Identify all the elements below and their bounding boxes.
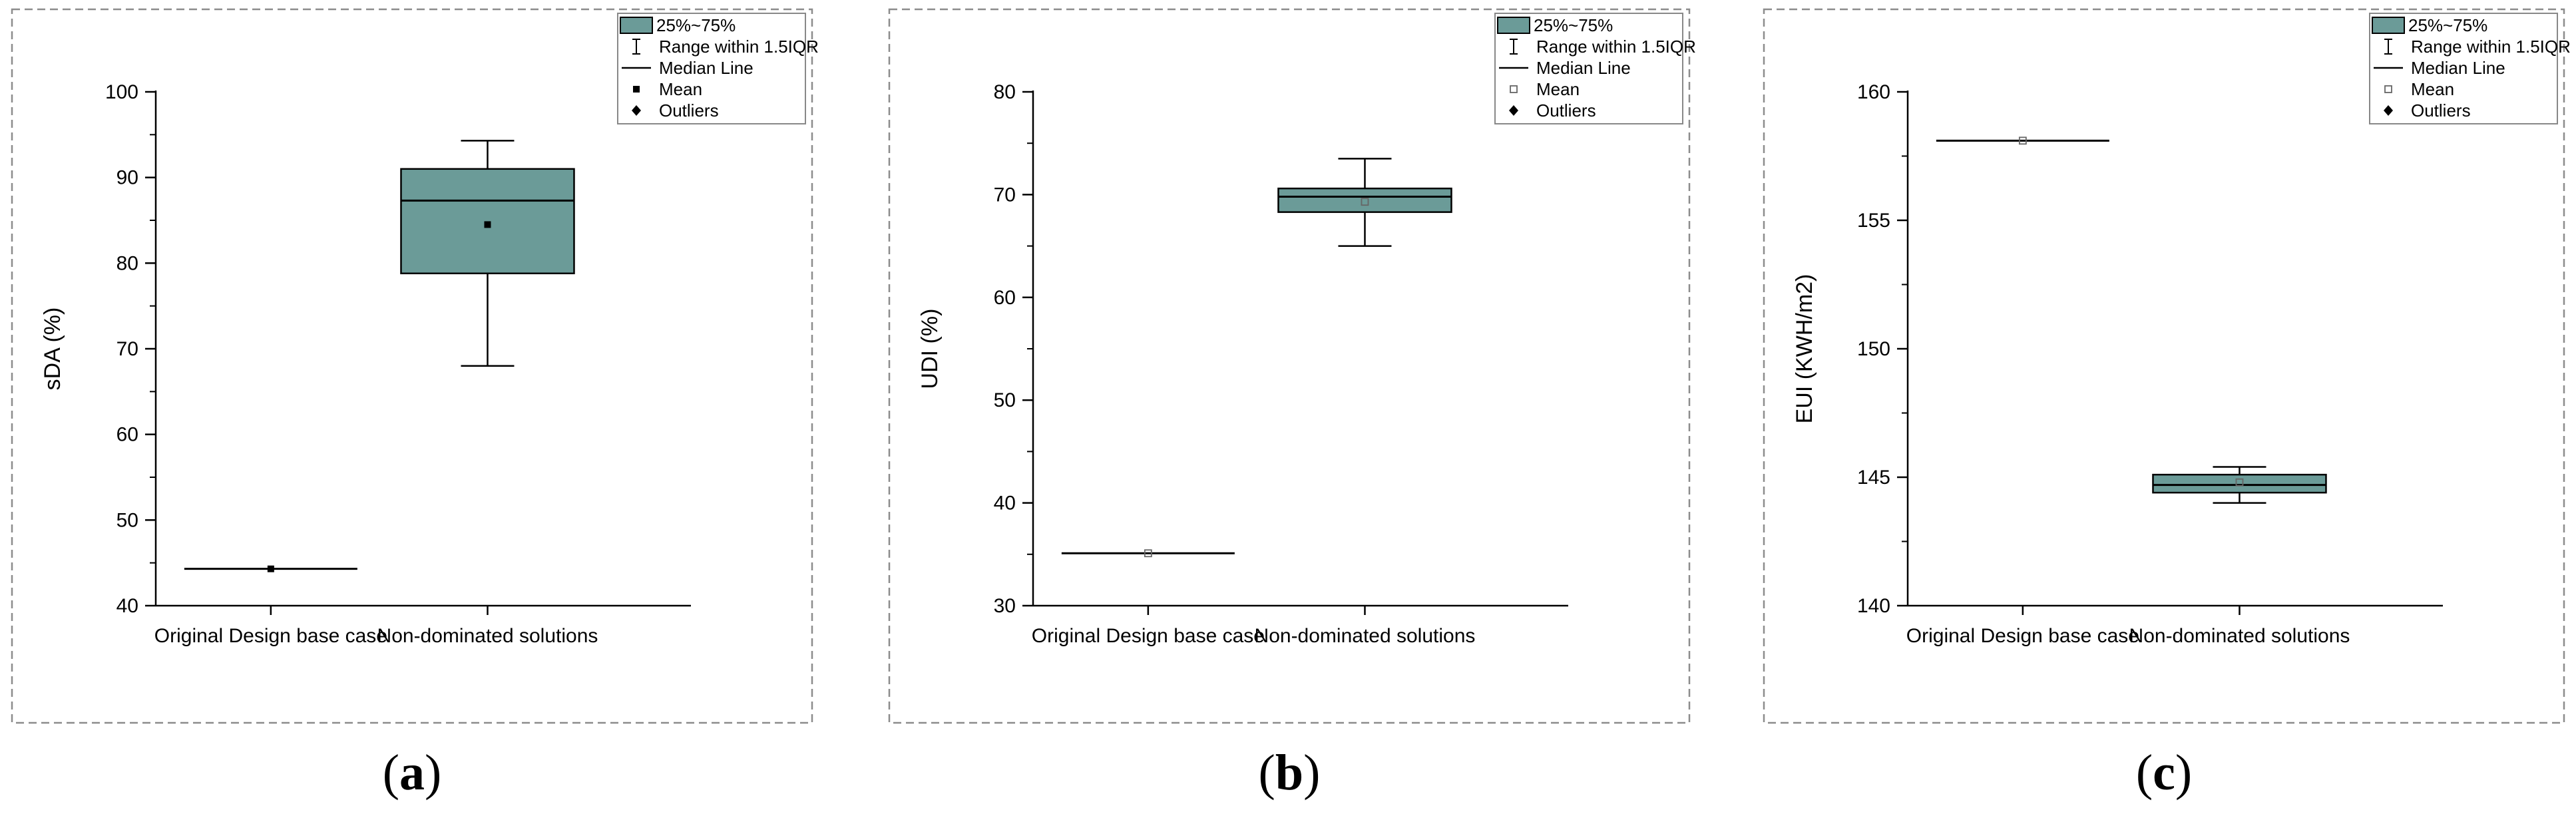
legend-entry-label: Range within 1.5IQR	[659, 37, 819, 57]
caption-paren-close: )	[425, 745, 441, 801]
y-tick-label: 145	[1857, 467, 1890, 489]
panel-frame	[11, 8, 813, 724]
iqr-box	[2152, 473, 2327, 494]
x-tick-label: Non-dominated solutions	[377, 625, 598, 647]
legend-entry-label: 25%~75%	[1534, 15, 1613, 35]
legend-entry-label: Range within 1.5IQR	[2411, 37, 2571, 57]
caption-letter: b	[1275, 745, 1303, 801]
y-tick-label: 40	[994, 493, 1016, 514]
legend-mean-swatch	[1510, 85, 1518, 93]
mean-marker	[2235, 478, 2244, 487]
y-tick-label: 50	[116, 509, 138, 531]
caption-letter: a	[399, 745, 425, 801]
y-tick-label: 100	[105, 81, 138, 103]
legend-box-swatch	[1497, 17, 1530, 34]
box-1	[400, 140, 575, 367]
legend-entry-label: 25%~75%	[656, 15, 736, 35]
x-tick-label: Original Design base case	[1032, 625, 1265, 647]
mean-marker	[2018, 136, 2027, 145]
box-0	[1061, 549, 1235, 558]
caption-paren-open: (	[1259, 745, 1275, 801]
y-tick-label: 60	[994, 287, 1016, 309]
y-tick-label: 70	[994, 184, 1016, 206]
caption-paren-open: (	[383, 745, 399, 801]
iqr-box	[400, 168, 575, 275]
y-tick-label: 40	[116, 595, 138, 617]
legend-entry-label: Range within 1.5IQR	[1536, 37, 1696, 57]
x-tick-label: Original Design base case	[154, 625, 387, 647]
caption-letter: c	[2153, 745, 2175, 801]
mean-marker	[267, 565, 274, 572]
panel-c: 140 145 150 155 160 EUI (KWH/m2) Original Desi…	[1763, 8, 2571, 801]
legend-entry-label: 25%~75%	[2408, 15, 2487, 35]
y-tick-label: 80	[116, 252, 138, 274]
caption-paren-close: )	[1303, 745, 1320, 801]
y-tick-label: 140	[1857, 595, 1890, 617]
y-axis-label: sDA (%)	[40, 307, 65, 391]
legend-entry-label: Mean	[659, 79, 702, 99]
legend-box-swatch	[620, 17, 653, 34]
legend-entry-label: Outliers	[2411, 101, 2471, 120]
panel-a: 40 50 60 70 80 90 100 sDA (%) Original Design ba…	[11, 8, 819, 801]
mean-marker	[484, 221, 491, 228]
panel-caption: (a)	[383, 745, 442, 801]
legend-entry-label: Outliers	[659, 101, 719, 120]
panel-frame	[888, 8, 1691, 724]
y-tick-label: 155	[1857, 210, 1890, 232]
x-tick-label: Non-dominated solutions	[2129, 625, 2350, 647]
iqr-box	[1277, 187, 1452, 213]
y-axis-label: UDI (%)	[917, 309, 943, 389]
box-0	[1936, 136, 2109, 145]
legend-outlier-swatch	[632, 105, 641, 116]
legend-mean-swatch	[633, 86, 640, 93]
box-1	[1277, 158, 1452, 247]
legend-entry-label: Median Line	[1536, 58, 1631, 78]
y-tick-label: 30	[994, 595, 1016, 617]
box-0	[184, 565, 357, 572]
y-tick-label: 50	[994, 389, 1016, 411]
box-1	[2152, 466, 2327, 504]
y-axis-label: EUI (KWH/m2)	[1792, 274, 1817, 424]
legend-entry-label: Median Line	[659, 58, 753, 78]
legend-mean-swatch	[2384, 85, 2392, 93]
panel-caption: (c)	[2136, 745, 2192, 801]
caption-paren-close: )	[2175, 745, 2192, 801]
legend-entry-label: Outliers	[1536, 101, 1596, 120]
y-tick-label: 80	[994, 81, 1016, 103]
panel-b: 30 40 50 60 70 80 UDI (%) Original Design base …	[888, 8, 1696, 801]
y-tick-label: 60	[116, 424, 138, 446]
legend-entry-label: Mean	[2411, 79, 2454, 99]
legend-entry-label: Mean	[1536, 79, 1580, 99]
legend-outlier-swatch	[1509, 105, 1518, 116]
legend-entry-label: Median Line	[2411, 58, 2505, 78]
mean-marker	[1144, 549, 1152, 558]
y-tick-label: 70	[116, 338, 138, 360]
legend-box-swatch	[2372, 17, 2405, 34]
x-tick-label: Original Design base case	[1906, 625, 2139, 647]
panel-caption: (b)	[1259, 745, 1321, 801]
y-tick-label: 90	[116, 167, 138, 189]
x-tick-label: Non-dominated solutions	[1255, 625, 1476, 647]
y-tick-label: 160	[1857, 81, 1890, 103]
legend-outlier-swatch	[2384, 105, 2393, 116]
panel-frame	[1763, 8, 2565, 724]
caption-paren-open: (	[2136, 745, 2153, 801]
mean-marker	[1361, 198, 1369, 206]
y-tick-label: 150	[1857, 338, 1890, 360]
